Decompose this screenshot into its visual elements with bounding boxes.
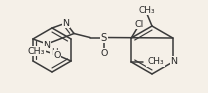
Text: S: S — [101, 32, 107, 43]
Text: CH₃: CH₃ — [147, 57, 164, 66]
Text: Cl: Cl — [135, 20, 144, 28]
Text: N: N — [43, 40, 51, 49]
Text: N: N — [170, 57, 177, 65]
Text: H: H — [51, 48, 57, 57]
Text: CH₃: CH₃ — [139, 5, 155, 15]
Text: N: N — [62, 19, 69, 28]
Text: CH₃: CH₃ — [27, 46, 45, 56]
Text: O: O — [100, 49, 108, 58]
Text: O: O — [53, 50, 61, 60]
